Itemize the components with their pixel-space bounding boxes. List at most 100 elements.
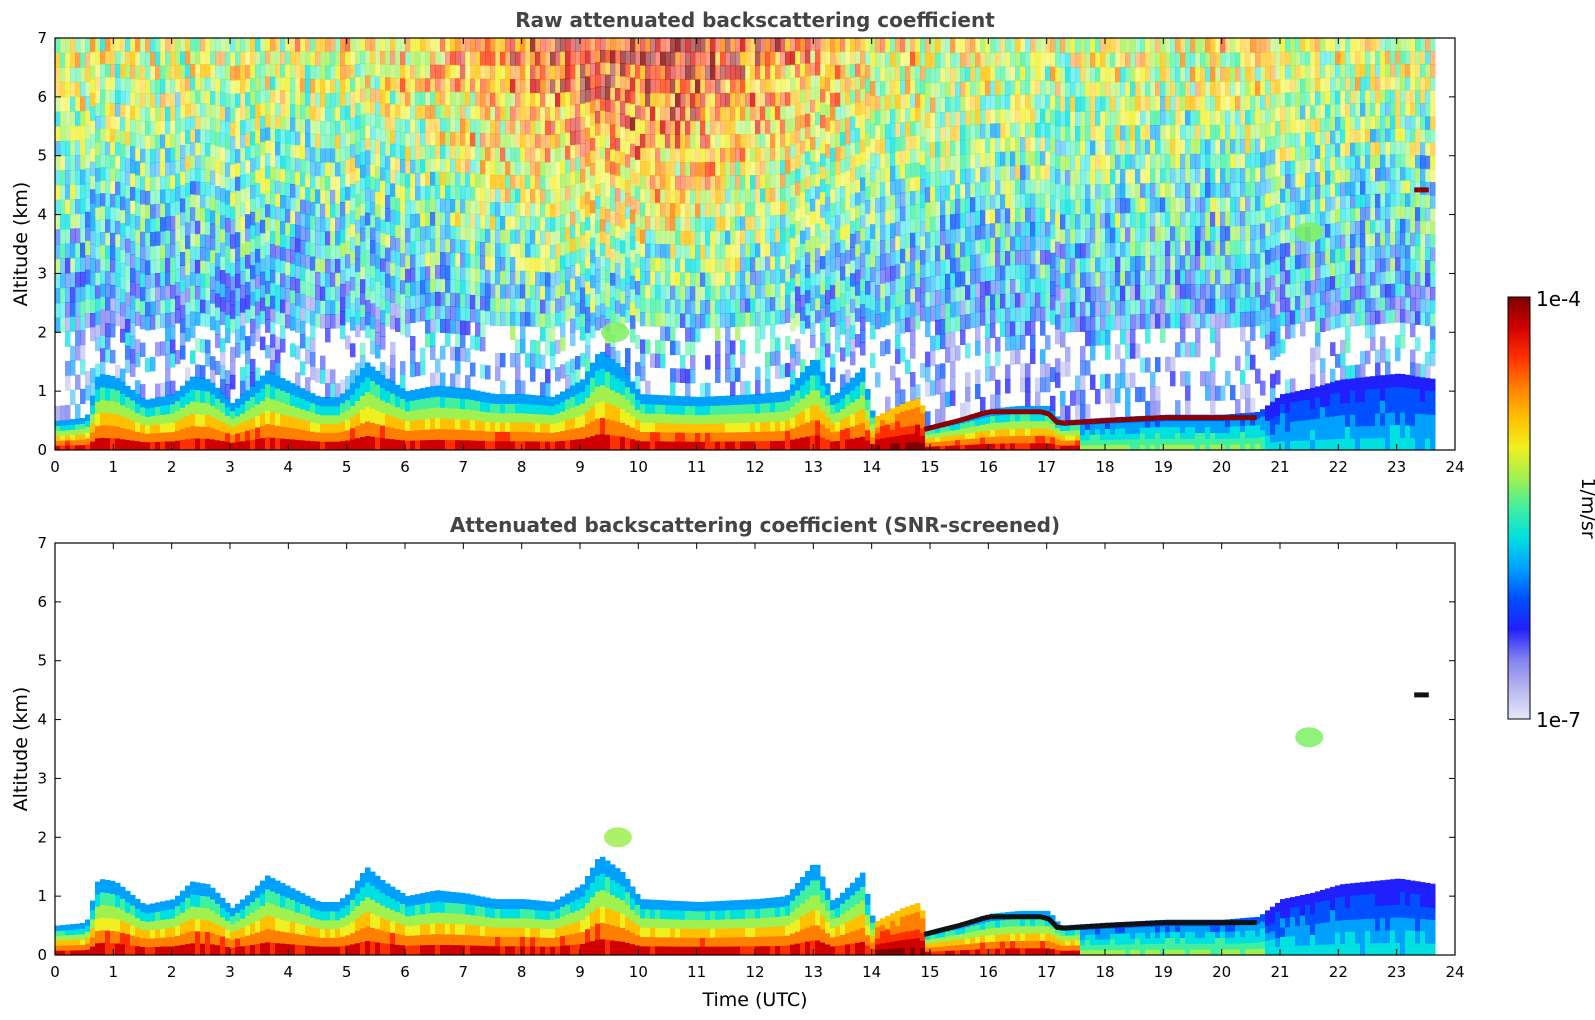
top-noise-cell (400, 226, 406, 241)
top-noise-cell (395, 131, 401, 146)
top-noise-cell (125, 118, 131, 133)
top-noise-cell (410, 308, 416, 323)
top-noise-cell (870, 166, 876, 182)
top-boundary-layer-cell (810, 389, 816, 406)
top-boundary-layer-cell (750, 431, 756, 442)
top-noise-cell (765, 188, 771, 203)
top-noise-cell (470, 132, 476, 147)
top-noise-cell (535, 38, 541, 53)
top-noise-cell (850, 77, 856, 91)
top-noise-cell (640, 243, 646, 258)
top-noise-cell (830, 202, 836, 218)
top-noise-cell (115, 286, 121, 300)
top-noise-cell (645, 229, 651, 245)
top-noise-cell (265, 255, 271, 269)
top-noise-cell (290, 144, 296, 159)
top-noise-cell (525, 271, 531, 286)
top-noise-cell (540, 244, 546, 259)
top-noise-cell (195, 38, 201, 52)
top-noise-cell (535, 216, 541, 231)
top-noise-cell (775, 78, 781, 94)
top-noise-cell (820, 63, 826, 78)
top-boundary-layer-cell (210, 382, 216, 395)
top-noise-cell (340, 106, 346, 121)
top-noise-cell (410, 363, 416, 378)
top-boundary-layer-cell (735, 422, 741, 433)
top-noise-cell (315, 79, 321, 94)
top-boundary-layer-cell (460, 408, 466, 420)
top-noise-cell (235, 121, 241, 136)
top-noise-cell (130, 254, 136, 269)
top-noise-cell (480, 174, 486, 189)
top-noise-cell (210, 104, 216, 119)
top-noise-cell (265, 114, 271, 129)
top-noise-cell (725, 258, 731, 273)
top-noise-cell (880, 81, 886, 97)
top-noise-cell (205, 339, 211, 354)
top-boundary-layer-cell (120, 427, 126, 440)
top-noise-cell (600, 182, 606, 196)
top-boundary-layer-cell (55, 445, 61, 450)
top-boundary-layer-cell (165, 440, 171, 450)
top-noise-cell (180, 104, 186, 119)
top-noise-cell (445, 158, 451, 173)
top-noise-cell (705, 203, 711, 218)
top-boundary-layer-cell (700, 432, 706, 442)
top-boundary-layer-cell (255, 392, 261, 405)
top-noise-cell (120, 236, 126, 251)
top-noise-cell (445, 306, 451, 320)
top-noise-cell (695, 217, 701, 232)
top-noise-cell (355, 64, 361, 78)
top-boundary-layer-cell (315, 441, 321, 450)
top-noise-cell (720, 120, 726, 135)
top-noise-cell (85, 38, 91, 54)
top-noise-cell (445, 78, 451, 93)
top-noise-cell (770, 310, 776, 325)
top-noise-cell (505, 270, 511, 286)
top-noise-cell (345, 213, 351, 228)
top-noise-cell (415, 51, 421, 66)
top-noise-cell (405, 78, 411, 93)
top-noise-cell (825, 117, 831, 132)
top-noise-cell (200, 155, 206, 170)
top-boundary-layer-cell (580, 379, 586, 392)
top-noise-cell (640, 188, 646, 203)
top-noise-cell (880, 139, 886, 155)
top-noise-cell (395, 144, 401, 159)
top-boundary-layer-cell (850, 413, 856, 427)
top-boundary-layer-cell (485, 402, 491, 413)
top-noise-cell (580, 353, 586, 367)
top-boundary-layer-cell (665, 422, 671, 433)
top-noise-cell (115, 260, 121, 274)
top-noise-cell (600, 146, 606, 160)
top-noise-cell (460, 334, 466, 349)
top-noise-cell (800, 153, 806, 167)
top-noise-cell (335, 148, 341, 163)
top-noise-cell (605, 74, 611, 88)
top-noise-cell (550, 314, 556, 329)
top-noise-cell (685, 313, 691, 329)
top-noise-cell (265, 281, 271, 295)
top-boundary-layer-cell (225, 432, 231, 442)
top-noise-cell (365, 87, 371, 101)
top-noise-cell (210, 289, 216, 304)
top-noise-cell (110, 64, 116, 78)
top-noise-cell (715, 51, 721, 67)
top-noise-cell (565, 361, 571, 376)
top-boundary-layer-cell (200, 438, 206, 450)
top-noise-cell (420, 347, 426, 362)
top-boundary-layer-cell (695, 441, 701, 450)
top-noise-cell (700, 203, 706, 218)
top-noise-cell (370, 88, 376, 102)
top-noise-cell (520, 161, 526, 176)
top-boundary-layer-cell (185, 380, 191, 393)
top-noise-cell (255, 117, 261, 131)
top-noise-cell (715, 230, 721, 246)
top-noise-cell (610, 99, 616, 113)
top-noise-cell (445, 131, 451, 146)
top-boundary-layer-cell (380, 437, 386, 450)
top-noise-cell (570, 372, 576, 387)
top-boundary-layer-cell (100, 437, 106, 450)
top-noise-cell (105, 102, 111, 117)
top-noise-cell (265, 76, 271, 90)
